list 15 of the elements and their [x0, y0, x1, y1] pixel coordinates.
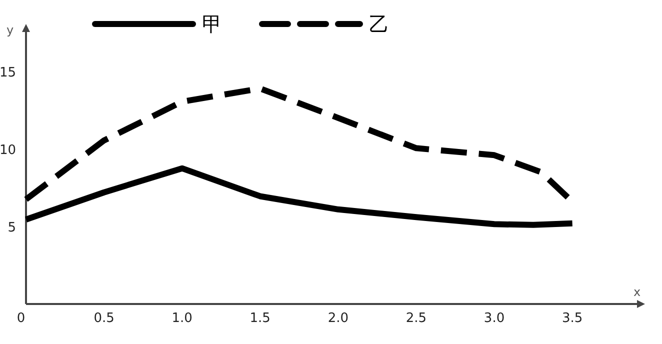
x-tick-label: 0	[16, 311, 26, 326]
x-tick-label: 3.0	[484, 311, 505, 326]
x-tick-label: 0.5	[94, 311, 114, 326]
y-tick-label: 15	[0, 65, 16, 80]
x-tick-label: 2.0	[328, 311, 349, 326]
y-axis-title: y	[6, 23, 14, 37]
x-axis-title: x	[633, 285, 641, 299]
legend-label: 甲	[202, 12, 222, 36]
x-tick-label: 1.5	[250, 311, 270, 326]
x-tick-label: 2.5	[406, 311, 427, 326]
y-tick-label: 10	[0, 142, 16, 158]
y-tick-label: 5	[8, 220, 16, 236]
legend-label: 乙	[369, 12, 389, 36]
x-tick-label: 3.5	[562, 311, 583, 326]
x-tick-label: 1.0	[172, 311, 192, 326]
